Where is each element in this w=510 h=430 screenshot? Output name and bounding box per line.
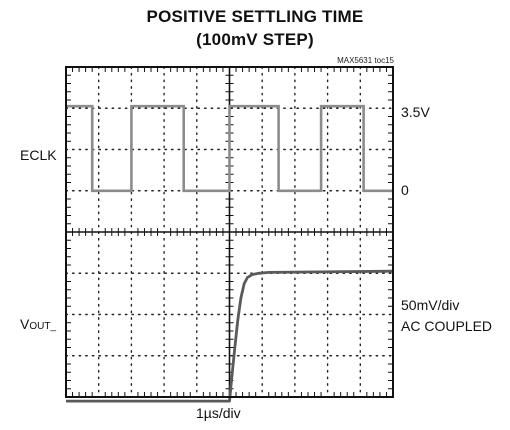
trace-label-vout: VOUT_ [20, 316, 56, 335]
chart-subtitle: (100mV STEP) [196, 30, 314, 49]
eclk-trace [66, 104, 393, 193]
vout-coupling-label: AC COUPLED [401, 318, 493, 334]
vout-scale-label: 50mV/div [401, 297, 460, 313]
vout-subscript: OUT_ [29, 321, 57, 332]
figure-tag: MAX5631 toc15 [337, 56, 394, 65]
eclk-scale-label: 3.5V [401, 104, 430, 120]
chart-title: POSITIVE SETTLING TIME [146, 7, 364, 26]
eclk-zero-label: 0 [401, 182, 409, 198]
vout-main: V [20, 316, 30, 332]
trace-label-eclk: ECLK [20, 147, 57, 163]
vout-trace [66, 269, 394, 403]
x-axis-label: 1µs/div [196, 405, 241, 421]
plot-frame [65, 66, 394, 398]
